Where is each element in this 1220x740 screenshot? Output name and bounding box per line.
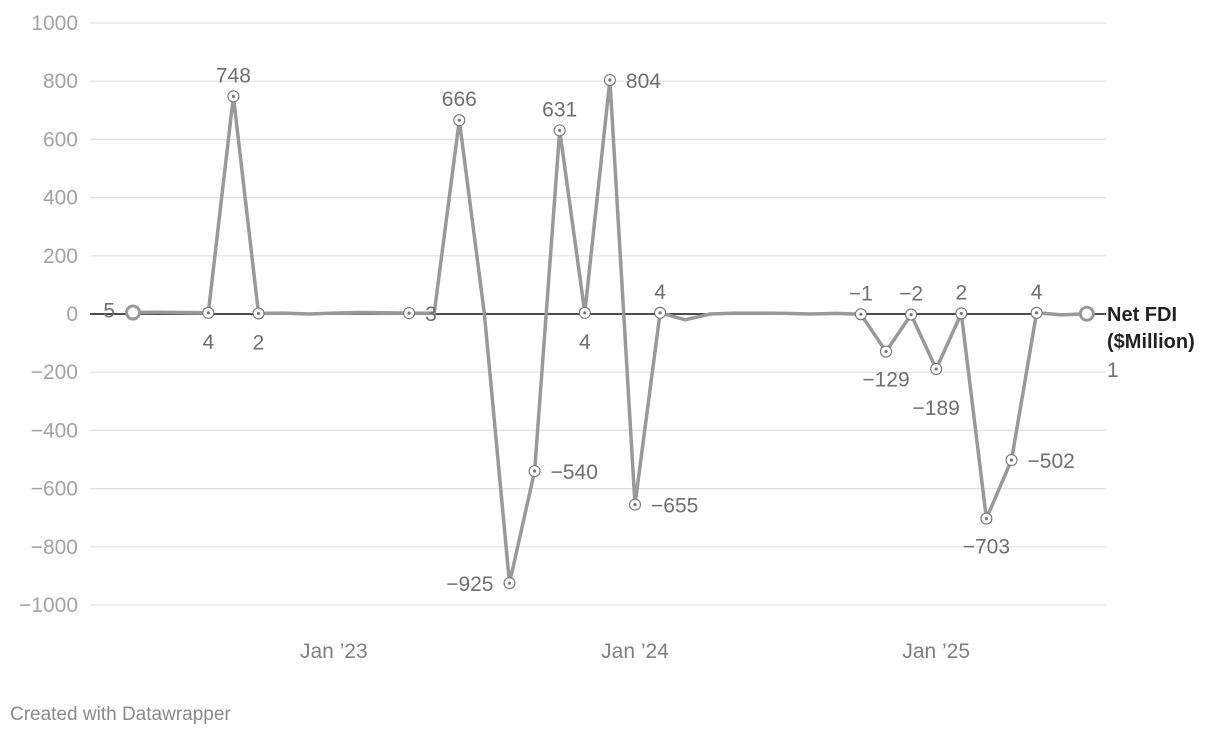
grid-layer [90,22,1106,606]
series-line-net-fdi [131,78,1089,585]
series-layer [131,78,1089,585]
data-label: −129 [862,369,909,392]
data-point-dot [959,311,963,316]
line-chart: 1000 800 600 400 200 0 −200 −400 −600 −800 −1000 J… [19,12,1195,663]
data-point-dot [583,311,587,315]
end-point [1078,305,1095,322]
data-point-dot [533,469,537,473]
y-tick-label: −800 [31,536,78,559]
x-tick-label: Jan ’24 [601,640,669,663]
x-tick-label: Jan ’25 [902,640,970,663]
data-label: 748 [216,64,251,87]
footer-credit: Created with Datawrapper [10,704,231,725]
data-label: 804 [626,70,661,93]
data-label: −655 [651,495,698,518]
y-axis: 1000 800 600 400 200 0 −200 −400 −600 −800 −1000 [19,12,78,617]
y-tick-label: −400 [31,419,78,442]
y-tick-label: 1000 [31,12,78,35]
data-point-dot [934,367,938,371]
y-tick-label: 800 [43,70,78,93]
data-label: −540 [551,461,598,484]
last-value-label: 1 [1107,359,1119,382]
data-label: 4 [1031,281,1043,304]
y-tick-label: 200 [43,245,78,268]
data-point-dot [407,311,411,315]
data-label: −1 [849,282,873,305]
y-tick-label: −200 [31,361,78,384]
series-name-label: Net FDI [1107,304,1177,326]
data-point-dot [859,312,863,316]
data-label: 4 [654,281,666,304]
y-tick-label: 600 [43,128,78,151]
data-label: 666 [442,88,477,111]
data-label: 2 [955,281,967,304]
data-point-dot [884,349,888,354]
data-point-dot [256,311,261,316]
data-point-dot [909,312,913,317]
data-label: −502 [1028,450,1075,473]
data-point-dot [457,118,461,122]
data-point-dot [231,94,235,98]
series-name-label: ($Million) [1107,331,1195,353]
data-label: 4 [202,331,214,354]
data-label: 631 [542,98,577,121]
data-point-dot [984,516,989,521]
data-label: −189 [913,397,960,420]
data-point-dot [1035,311,1039,315]
y-tick-label: 0 [66,303,78,326]
data-point-dot [633,503,637,507]
data-point-dot [206,311,210,315]
data-label: −703 [963,536,1010,559]
data-label: 5 [103,300,115,323]
y-tick-label: −1000 [19,594,78,617]
x-axis: Jan ’23 Jan ’24 Jan ’25 [300,640,970,663]
start-point [125,304,141,321]
y-tick-label: −600 [31,478,78,501]
data-point-dot [658,311,662,315]
data-label: −2 [899,283,923,306]
data-label: −925 [446,573,493,596]
data-label-layer: 5 4 748 2 3 666 −925 −540 631 4 804 −655 4 −1 −129 −2 −1… [103,64,1194,596]
data-point-dot [558,128,562,132]
data-point-dot [608,78,612,82]
marker-layer [125,73,1095,590]
data-label: 3 [425,303,437,326]
x-tick-label: Jan ’23 [300,640,368,663]
data-label: 4 [579,331,591,354]
data-point-dot [507,581,512,585]
data-point-dot [1009,458,1014,462]
y-tick-label: 400 [43,187,78,210]
data-label: 2 [253,331,265,354]
